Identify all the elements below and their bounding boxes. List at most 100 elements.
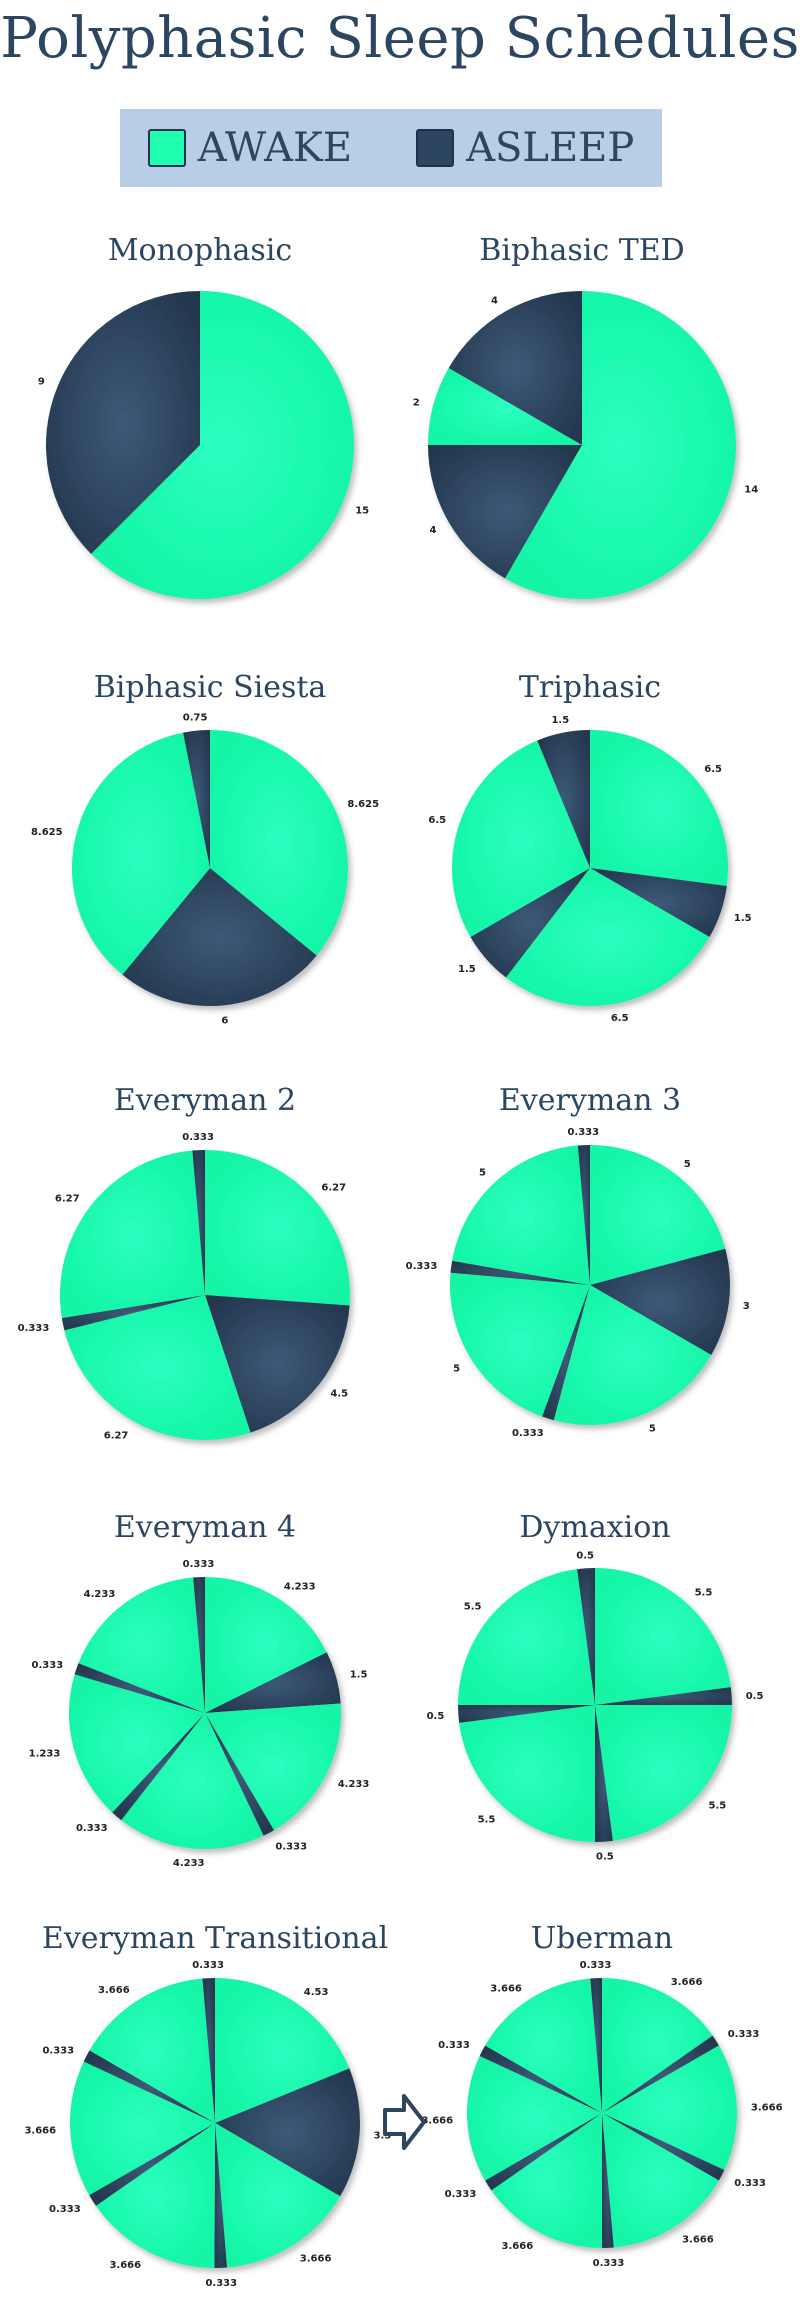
pie-slice-awake: [205, 1577, 327, 1713]
pie-slice-awake: [590, 1145, 726, 1285]
slice-label: 1.233: [29, 1748, 61, 1759]
slice-label: 4.233: [84, 1589, 116, 1600]
slice-label: 3.666: [671, 1977, 703, 1988]
pie-slice-awake: [69, 2061, 215, 2196]
chart-title: Everyman 2: [114, 1083, 296, 1118]
slice-label: 0.333: [205, 2278, 237, 2289]
slice-label: 0.333: [438, 2040, 470, 2051]
slice-label: 3.666: [490, 1983, 522, 1994]
slice-label: 9: [38, 377, 45, 388]
slice-label: 3.666: [421, 2116, 453, 2127]
slice-label: 8.625: [31, 827, 63, 838]
pie-slice-awake: [215, 1978, 350, 2123]
slice-label: 3.666: [502, 2241, 534, 2252]
slice-label: 4: [491, 296, 498, 307]
pie-slice-awake: [215, 2123, 341, 2268]
pie-slice-asleep: [577, 1568, 595, 1705]
slice-label: 4.5: [330, 1389, 348, 1400]
chart-title: Uberman: [531, 1921, 673, 1956]
slice-label: 4.233: [338, 1779, 370, 1790]
slice-label: 6.27: [55, 1193, 80, 1204]
pie-slice-awake: [68, 1674, 206, 1813]
pie-slice-asleep: [602, 2035, 719, 2113]
pie-chart: Everyman 4 4.233 1.5 4.233 0.333 4.233 0.333 1.…: [29, 1510, 370, 1869]
slice-label: 0.333: [182, 1132, 214, 1143]
slice-label: 0.5: [576, 1550, 594, 1561]
slice-label: 4: [430, 525, 437, 536]
pie-slice-awake: [590, 730, 729, 887]
pie-slice-asleep: [112, 1713, 205, 1821]
slice-label: 6.27: [104, 1430, 129, 1441]
pie-slice-awake: [210, 730, 349, 956]
pie-chart: Biphasic Siesta 8.625 6 8.625 0.75: [31, 670, 379, 1026]
slice-label: 3.666: [24, 2126, 56, 2137]
pie-slice-awake: [71, 732, 211, 975]
pie-slices: [467, 1978, 737, 2248]
chart-title: Biphasic Siesta: [94, 670, 327, 705]
pie-slice-awake: [121, 1713, 264, 1850]
slice-label: 5: [479, 1168, 486, 1179]
pie-slice-asleep: [205, 1652, 341, 1713]
pie-slice-asleep: [542, 1285, 590, 1421]
pie-slices: [428, 291, 736, 599]
pie-slice-awake: [451, 740, 590, 937]
slice-label: 15: [355, 505, 369, 516]
slice-label: 0.333: [728, 2029, 760, 2040]
pie-slice-awake: [602, 2113, 719, 2248]
pie-slice-asleep: [458, 1705, 595, 1723]
pie-slices: [69, 1978, 360, 2269]
pie-slice-asleep: [485, 2113, 602, 2191]
legend-swatch-awake: [147, 129, 186, 167]
pie-slice-asleep: [214, 2123, 228, 2269]
slice-label: 3.666: [300, 2254, 332, 2265]
page-title: Polyphasic Sleep Schedules: [0, 6, 800, 71]
pie-slice-awake: [553, 1285, 712, 1425]
pie-chart: Dymaxion 5.5 0.5 5.5 0.5 5.5 0.5 5.5 0.5: [427, 1510, 764, 1863]
slice-label: 1.5: [734, 913, 752, 924]
pie-slice-asleep: [205, 1713, 275, 1836]
pie-chart: Everyman 2 6.27 4.5 6.27 0.333 6.27 0.333: [18, 1083, 350, 1441]
slice-label: 1.5: [551, 715, 569, 726]
pie-chart: Biphasic TED 14 4 2 4: [413, 233, 758, 599]
slice-label: 0.333: [275, 1842, 307, 1853]
chart-title: Everyman 4: [114, 1510, 296, 1545]
slice-label: 3: [743, 1301, 750, 1312]
pie-slices: [71, 730, 349, 1007]
slice-label: 3.5: [374, 2130, 392, 2141]
slice-label: 0.333: [192, 1960, 224, 1971]
slice-label: 3.666: [682, 2235, 714, 2246]
pie-slice-asleep: [479, 2045, 602, 2113]
slice-label: 1.5: [350, 1670, 368, 1681]
pie-chart: Uberman 3.666 0.333 3.666 0.333 3.666 0.333 3.6…: [421, 1921, 782, 2269]
pie-slices: [68, 1577, 342, 1850]
pie-slice-asleep: [83, 2050, 216, 2123]
legend: AWAKE ASLEEP: [120, 109, 662, 187]
pie-slice-asleep: [577, 1145, 590, 1285]
slice-label: 0.75: [183, 713, 208, 724]
pie-slice-asleep: [61, 1295, 206, 1331]
pie-slice-awake: [485, 1978, 602, 2113]
slice-label: 0.333: [18, 1323, 50, 1334]
pie-slice-awake: [595, 1705, 732, 1841]
pie-slice-awake: [505, 291, 736, 599]
slice-label: 0.333: [183, 1559, 215, 1570]
pie-slice-asleep: [46, 291, 200, 554]
pie-slice-asleep: [590, 1978, 602, 2113]
slice-label: 0.5: [427, 1711, 445, 1722]
pie-slice-awake: [205, 1150, 350, 1306]
slice-label: 0.333: [512, 1428, 544, 1439]
pie-slice-awake: [59, 1150, 206, 1319]
slice-label: 5.5: [695, 1588, 713, 1599]
slice-label: 0.333: [445, 2189, 477, 2200]
pie-slice-asleep: [602, 2113, 614, 2248]
pie-slice-asleep: [595, 1687, 732, 1705]
pie-slice-asleep: [122, 868, 317, 1007]
pie-chart: Everyman 3 5 3 5 0.333 5 0.333 5 0.333: [406, 1083, 750, 1439]
chart-title: Biphasic TED: [479, 233, 684, 268]
slice-label: 8.625: [347, 799, 379, 810]
pie-slices: [59, 1149, 350, 1441]
pie-slice-awake: [449, 1272, 590, 1417]
pie-slice-asleep: [537, 730, 590, 868]
chart-title: Dymaxion: [519, 1510, 670, 1545]
